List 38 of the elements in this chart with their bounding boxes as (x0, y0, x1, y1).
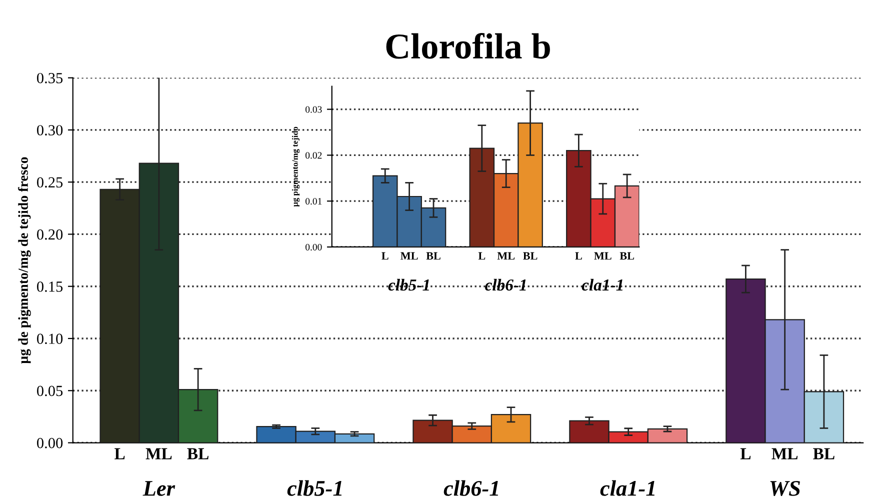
text: Ler (142, 481, 176, 496)
text: clb5-1 (287, 480, 342, 496)
x-tick-label: L (114, 448, 125, 460)
text: cla1-1 (600, 480, 654, 496)
x-tick-label: ML (400, 252, 418, 260)
y-tick-label: 0.03 (306, 106, 322, 113)
y-tick-label: 0.35 (37, 72, 63, 84)
chart-title: Clorofila b (386, 32, 550, 59)
x-tick-label: ML (497, 252, 515, 260)
x-tick-label: BL (426, 252, 440, 260)
x-tick-label: BL (620, 252, 634, 260)
x-tick-label: ML (772, 448, 798, 460)
x-tick-label: BL (523, 252, 538, 260)
y-tick-label: 0.25 (37, 177, 63, 188)
text: clb6-1 (444, 480, 498, 496)
x-tick-label: L (575, 252, 582, 260)
y-axis-title: µg de pigmento/mg de tejido fresco (18, 157, 31, 364)
y-tick-label: 0.00 (37, 438, 63, 448)
y-tick-label: 0.15 (37, 281, 63, 292)
y-tick-label: 0.00 (306, 244, 322, 250)
x-tick-label: L (382, 252, 388, 260)
annotation: clb6-1 (485, 278, 526, 291)
text: WS (770, 480, 800, 496)
annotation: cla1-1 (582, 278, 622, 291)
x-tick-label: ML (594, 252, 612, 260)
y-tick-label: 0.10 (37, 334, 63, 344)
x-tick-label: BL (187, 448, 208, 460)
x-tick-label: L (478, 252, 486, 260)
x-tick-label: L (740, 448, 751, 460)
x-tick-label: ML (146, 448, 172, 460)
y-axis-title: µg pigmento/mg tejido (292, 126, 300, 207)
y-tick-label: 0.30 (37, 125, 63, 136)
x-tick-label: BL (813, 448, 834, 460)
y-tick-label: 0.02 (306, 152, 322, 159)
y-tick-label: 0.05 (37, 386, 63, 396)
annotation: clb5-1 (388, 278, 429, 291)
y-tick-label: 0.01 (306, 198, 322, 205)
y-tick-label: 0.20 (37, 229, 63, 240)
